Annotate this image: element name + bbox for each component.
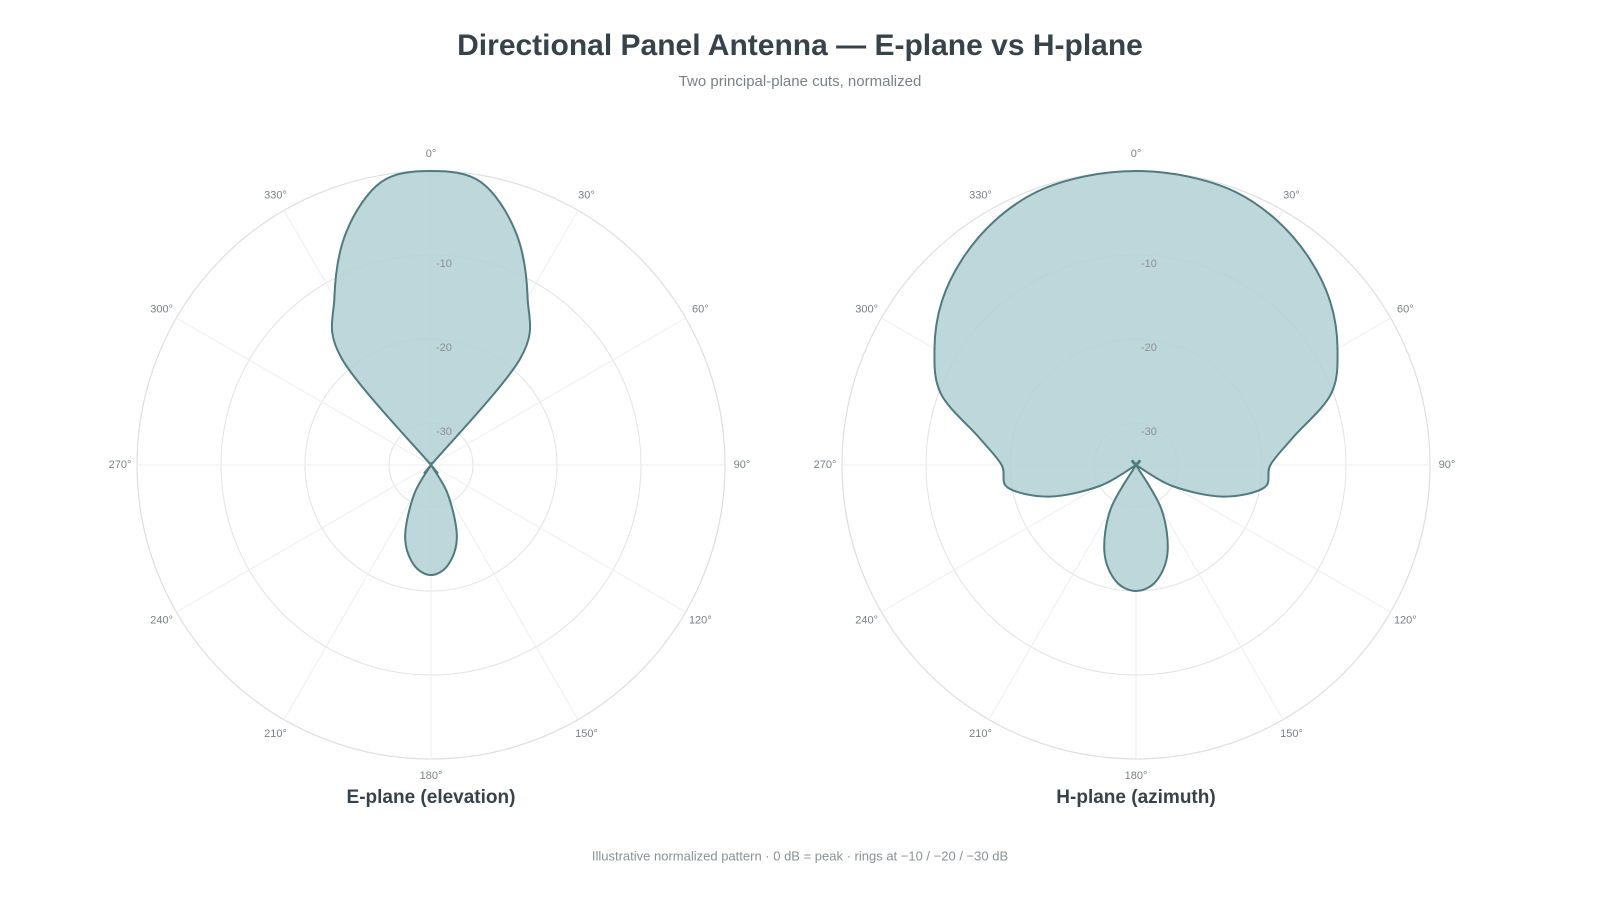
chart-title: H-plane (azimuth) bbox=[1056, 787, 1215, 808]
angle-label: 30° bbox=[578, 190, 595, 202]
angle-label: 0° bbox=[1131, 148, 1142, 160]
ring-label: -20 bbox=[1141, 342, 1157, 354]
spoke bbox=[1135, 464, 1391, 613]
angle-label: 300° bbox=[855, 303, 878, 315]
angle-label: 210° bbox=[264, 728, 287, 740]
angle-label: 330° bbox=[969, 190, 992, 202]
angle-label: 180° bbox=[1125, 770, 1148, 782]
subtitle: Two principal-plane cuts, normalized bbox=[679, 73, 922, 90]
angle-label: 240° bbox=[855, 614, 878, 626]
angle-label: 60° bbox=[692, 303, 709, 315]
angle-label: 30° bbox=[1283, 190, 1300, 202]
angle-label: 270° bbox=[814, 459, 837, 471]
angle-label: 0° bbox=[426, 148, 437, 160]
angle-label: 120° bbox=[689, 614, 712, 626]
angle-label: 150° bbox=[1280, 728, 1303, 740]
angle-label: 150° bbox=[575, 728, 598, 740]
angle-label: 120° bbox=[1394, 614, 1417, 626]
pattern bbox=[330, 169, 532, 577]
ring-label: -10 bbox=[1141, 258, 1157, 270]
spoke bbox=[430, 464, 686, 613]
ring-label: -20 bbox=[436, 342, 452, 354]
title: Directional Panel Antenna — E-plane vs H… bbox=[457, 29, 1143, 62]
footnote: Illustrative normalized pattern · 0 dB =… bbox=[592, 848, 1008, 863]
angle-label: 60° bbox=[1397, 303, 1414, 315]
angle-label: 90° bbox=[1439, 459, 1456, 471]
pattern bbox=[933, 169, 1339, 593]
angle-label: 240° bbox=[150, 614, 173, 626]
angle-label: 180° bbox=[420, 770, 443, 782]
angle-label: 300° bbox=[150, 303, 173, 315]
ring-label: -30 bbox=[436, 426, 452, 438]
angle-label: 210° bbox=[969, 728, 992, 740]
ring-label: -10 bbox=[436, 258, 452, 270]
spoke bbox=[283, 464, 432, 720]
spoke bbox=[430, 464, 579, 720]
spoke bbox=[430, 317, 686, 466]
spoke bbox=[176, 317, 432, 466]
ring-label: -30 bbox=[1141, 426, 1157, 438]
chart-title: E-plane (elevation) bbox=[347, 787, 516, 808]
spoke bbox=[881, 464, 1137, 613]
angle-label: 90° bbox=[734, 459, 751, 471]
spoke bbox=[176, 464, 432, 613]
angle-label: 270° bbox=[109, 459, 132, 471]
angle-label: 330° bbox=[264, 190, 287, 202]
